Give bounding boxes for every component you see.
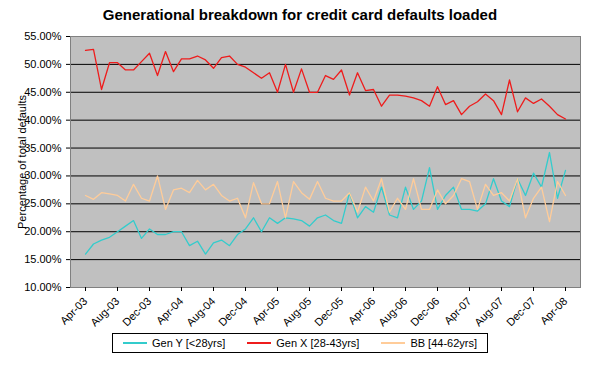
svg-text:Dec-07: Dec-07	[504, 295, 538, 329]
html-text:Gen X [28-43yrs]: Gen X [28-43yrs]	[276, 337, 360, 349]
svg-text:Aug-03: Aug-03	[88, 295, 122, 329]
svg-text:Aug-06: Aug-06	[376, 295, 410, 329]
svg-text:Dec-03: Dec-03	[120, 295, 154, 329]
html-text:Gen Y [<28yrs]: Gen Y [<28yrs]	[152, 337, 226, 349]
svg-text:45.00%: 45.00%	[24, 86, 62, 98]
svg-text:Dec-04: Dec-04	[216, 295, 250, 329]
svg-text:30.00%: 30.00%	[24, 169, 62, 181]
svg-text:Apr-07: Apr-07	[442, 295, 474, 327]
svg-text:55.00%: 55.00%	[24, 30, 62, 42]
svg-text:Apr-06: Apr-06	[346, 295, 378, 327]
svg-text:Percentage of total defaults: Percentage of total defaults	[16, 95, 28, 229]
svg-text:20.00%: 20.00%	[24, 225, 62, 237]
html-text:Generational breakdown for cre: Generational breakdown for credit card d…	[102, 6, 498, 23]
svg-text:15.00%: 15.00%	[24, 253, 62, 265]
svg-text:Apr-03: Apr-03	[58, 295, 90, 327]
svg-text:10.00%: 10.00%	[24, 281, 62, 293]
svg-text:Aug-05: Aug-05	[280, 295, 314, 329]
svg-text:Dec-06: Dec-06	[408, 295, 442, 329]
svg-text:40.00%: 40.00%	[24, 114, 62, 126]
svg-text:Aug-07: Aug-07	[472, 295, 506, 329]
svg-text:Apr-05: Apr-05	[250, 295, 282, 327]
svg-text:35.00%: 35.00%	[24, 142, 62, 154]
svg-text:Dec-05: Dec-05	[312, 295, 346, 329]
svg-text:Apr-08: Apr-08	[538, 295, 570, 327]
svg-text:Aug-04: Aug-04	[184, 295, 218, 329]
svg-text:25.00%: 25.00%	[24, 197, 62, 209]
svg-text:Apr-04: Apr-04	[154, 295, 186, 327]
html-text:BB [44-62yrs]: BB [44-62yrs]	[410, 337, 477, 349]
svg-text:50.00%: 50.00%	[24, 58, 62, 70]
